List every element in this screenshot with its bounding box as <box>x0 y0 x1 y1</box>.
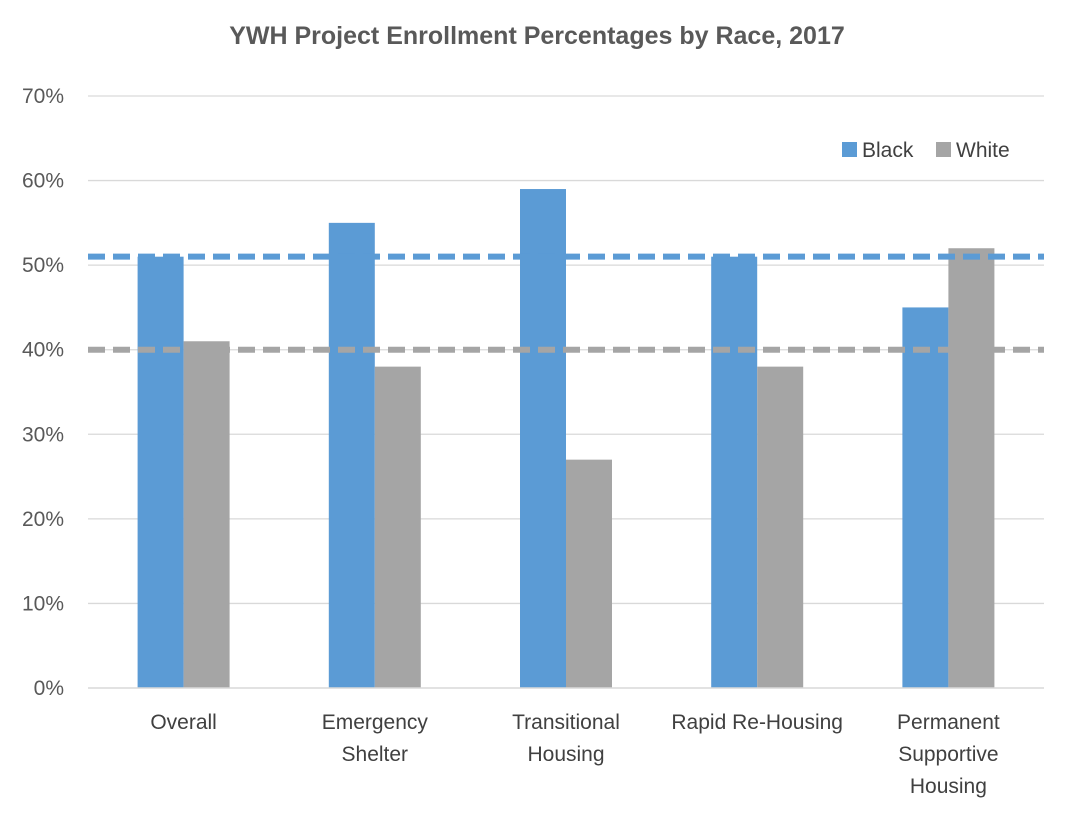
bars <box>137 189 995 688</box>
y-tick-label-20: 20% <box>22 508 64 531</box>
legend: Black White <box>842 139 1010 162</box>
category-label-4-2: Housing <box>910 775 987 798</box>
y-tick-label-70: 70% <box>22 85 64 108</box>
bar-black-3 <box>711 256 758 688</box>
category-label-1-1: Shelter <box>342 743 409 766</box>
x-axis-category-labels: Overall Emergency Shelter Transitional Housi… <box>150 711 1000 798</box>
y-tick-label-10: 10% <box>22 592 64 615</box>
bar-black-0 <box>137 256 184 688</box>
bar-black-1 <box>328 222 375 688</box>
y-tick-label-0: 0% <box>34 677 64 700</box>
category-label-3-0: Rapid Re-Housing <box>671 711 843 734</box>
legend-swatch-white <box>936 142 951 157</box>
y-tick-label-50: 50% <box>22 254 64 277</box>
y-axis-tick-labels: 0% 10% 20% 30% 40% 50% 60% 70% <box>22 85 64 700</box>
category-label-2-0: Transitional <box>512 711 620 734</box>
bar-white-1 <box>374 366 421 688</box>
category-label-2-1: Housing <box>527 743 604 766</box>
y-tick-label-40: 40% <box>22 339 64 362</box>
category-label-4-0: Permanent <box>897 711 1000 734</box>
bar-white-0 <box>183 341 230 688</box>
chart-title: YWH Project Enrollment Percentages by Ra… <box>229 22 845 50</box>
bar-white-3 <box>757 366 804 688</box>
bar-white-4 <box>948 248 995 688</box>
legend-label-white: White <box>956 139 1010 162</box>
category-label-0-0: Overall <box>150 711 217 734</box>
bar-black-4 <box>902 307 949 688</box>
bar-white-2 <box>566 459 612 688</box>
legend-label-black: Black <box>862 139 914 162</box>
category-label-4-1: Supportive <box>898 743 998 766</box>
y-tick-label-30: 30% <box>22 423 64 446</box>
reference-lines <box>88 253 1044 353</box>
bar-black-2 <box>520 189 566 688</box>
legend-swatch-black <box>842 142 857 157</box>
category-label-1-0: Emergency <box>322 711 429 734</box>
y-tick-label-60: 60% <box>22 170 64 193</box>
